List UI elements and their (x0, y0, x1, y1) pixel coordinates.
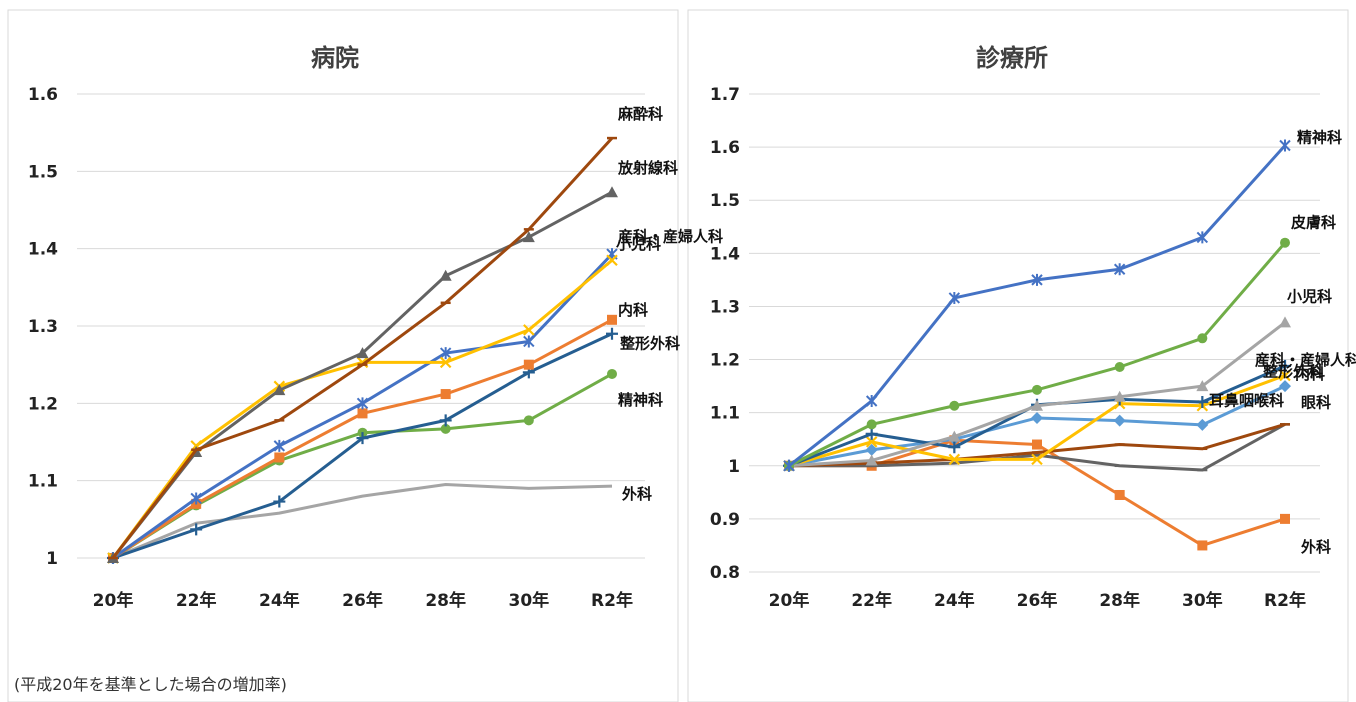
data-point (1280, 238, 1290, 248)
data-point (1115, 362, 1125, 372)
y-tick-label: 1.4 (28, 240, 58, 260)
x-tick-label: 20年 (769, 590, 810, 611)
x-tick-label: R2年 (1264, 590, 1306, 611)
x-tick-label: 26年 (342, 590, 383, 611)
base-note: (平成20年を基準とした場合の増加率) (14, 675, 287, 694)
y-tick-label: 1.3 (710, 297, 740, 317)
x-tick-label: 22年 (176, 590, 217, 611)
y-tick-label: 1.3 (28, 317, 58, 337)
data-point (867, 395, 877, 407)
series-label: 内科 (1295, 365, 1325, 383)
data-point (1196, 419, 1208, 431)
y-tick-label: 1.1 (710, 404, 740, 424)
data-point (606, 328, 618, 340)
series-label: 外科 (1300, 538, 1331, 556)
y-tick-label: 0.8 (710, 563, 740, 583)
y-tick-label: 1.5 (28, 162, 58, 182)
y-tick-label: 1.2 (28, 394, 58, 414)
series-label: 外科 (621, 485, 652, 503)
hospital-chart: 病院 1 1.1 1.2 1.3 1.4 1.5 1.6 20年 22年 24年 26年 28年 30年 R… (28, 44, 723, 611)
data-point (440, 414, 452, 426)
data-point (1114, 415, 1126, 427)
series-line (113, 334, 612, 558)
data-point (1279, 316, 1291, 327)
chart-title: 病院 (311, 44, 359, 72)
data-point (1115, 490, 1125, 500)
x-tick-label: 22年 (851, 590, 892, 611)
x-tick-label: 24年 (259, 590, 300, 611)
series-label: 皮膚科 (1291, 214, 1336, 232)
x-tick-label: 28年 (425, 590, 466, 611)
series-label: 精神科 (618, 391, 663, 409)
data-point (191, 492, 201, 504)
data-point (1197, 540, 1207, 550)
x-tick-label: R2年 (591, 590, 633, 611)
x-tick-label: 20年 (93, 590, 134, 611)
data-point (274, 440, 284, 452)
series-label: 小児科 (616, 235, 661, 253)
series-label: 耳鼻咽喉科 (1209, 391, 1284, 409)
series-label: 麻酔科 (617, 105, 663, 123)
data-point (1279, 380, 1291, 392)
data-point (358, 408, 368, 418)
y-tick-label: 1.2 (710, 351, 740, 371)
x-tick-label: 28年 (1099, 590, 1140, 611)
y-tick-label: 1 (46, 549, 58, 569)
clinic-chart: 診療所 0.8 0.9 1 1.1 1.2 1.3 1.4 1.5 1.6 1.7 20年 22年 24年… (710, 44, 1356, 611)
y-tick-label: 1 (728, 457, 740, 477)
y-tick-label: 1.6 (710, 138, 740, 158)
series-label: 整形外科 (620, 335, 680, 353)
x-tick-label: 24年 (934, 590, 975, 611)
y-tick-label: 1.7 (710, 85, 740, 105)
data-point (867, 419, 877, 429)
data-point (441, 389, 451, 399)
data-point (274, 452, 284, 462)
series-label: 精神科 (1297, 129, 1342, 147)
data-point (1031, 412, 1043, 424)
series-3 (108, 248, 617, 564)
x-tick-label: 30年 (1182, 590, 1223, 611)
data-point (1280, 140, 1290, 152)
data-point (1197, 333, 1207, 343)
data-point (606, 186, 618, 197)
data-point (1032, 385, 1042, 395)
series-line (113, 485, 612, 558)
data-point (524, 415, 534, 425)
series-label: 内科 (618, 301, 648, 319)
y-tick-label: 0.9 (710, 510, 740, 530)
y-tick-label: 1.1 (28, 472, 58, 492)
data-point (949, 401, 959, 411)
series-label: 眼科 (1301, 393, 1331, 411)
data-point (1032, 440, 1042, 450)
x-tick-label: 26年 (1017, 590, 1058, 611)
data-point (1280, 514, 1290, 524)
data-point (607, 315, 617, 325)
series-label: 小児科 (1287, 287, 1332, 305)
series-7 (113, 485, 612, 558)
data-point (524, 360, 534, 370)
x-tick-label: 30年 (508, 590, 549, 611)
series-1 (784, 238, 1290, 471)
series-label: 放射線科 (617, 159, 678, 177)
y-tick-label: 1.5 (710, 191, 740, 211)
y-tick-label: 1.4 (710, 244, 740, 264)
y-tick-label: 1.6 (28, 85, 58, 105)
data-point (607, 369, 617, 379)
chart-title: 診療所 (976, 44, 1048, 72)
